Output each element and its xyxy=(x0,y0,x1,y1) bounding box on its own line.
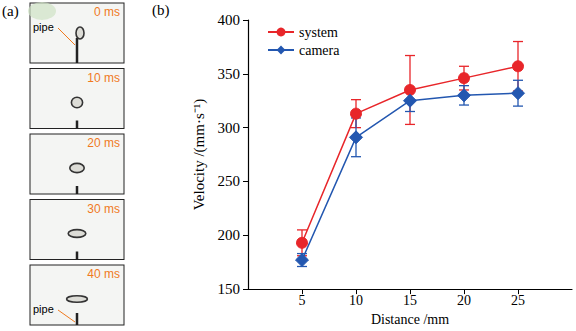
svg-text:(a): (a) xyxy=(2,3,19,20)
svg-text:10 ms: 10 ms xyxy=(87,71,120,85)
svg-text:30 ms: 30 ms xyxy=(87,202,120,216)
svg-text:0 ms: 0 ms xyxy=(94,5,120,19)
svg-text:300: 300 xyxy=(218,120,241,136)
svg-text:pipe: pipe xyxy=(33,303,54,315)
svg-text:Velocity /(mm·s⁻¹): Velocity /(mm·s⁻¹) xyxy=(191,99,208,211)
svg-text:20 ms: 20 ms xyxy=(87,136,120,150)
svg-text:200: 200 xyxy=(218,227,241,243)
svg-text:20: 20 xyxy=(457,293,471,308)
svg-text:system: system xyxy=(299,25,338,40)
svg-text:pipe: pipe xyxy=(33,21,54,33)
html-text:(b): (b) xyxy=(152,2,170,18)
svg-text:400: 400 xyxy=(218,12,241,28)
svg-text:camera: camera xyxy=(299,43,340,58)
svg-text:40 ms: 40 ms xyxy=(87,267,120,281)
svg-text:5: 5 xyxy=(299,293,306,308)
svg-text:10: 10 xyxy=(349,293,363,308)
svg-text:350: 350 xyxy=(218,66,241,82)
svg-text:250: 250 xyxy=(218,173,241,189)
svg-text:25: 25 xyxy=(511,293,525,308)
svg-text:Distance /mm: Distance /mm xyxy=(371,312,449,327)
svg-text:150: 150 xyxy=(218,281,241,297)
svg-text:15: 15 xyxy=(403,293,417,308)
